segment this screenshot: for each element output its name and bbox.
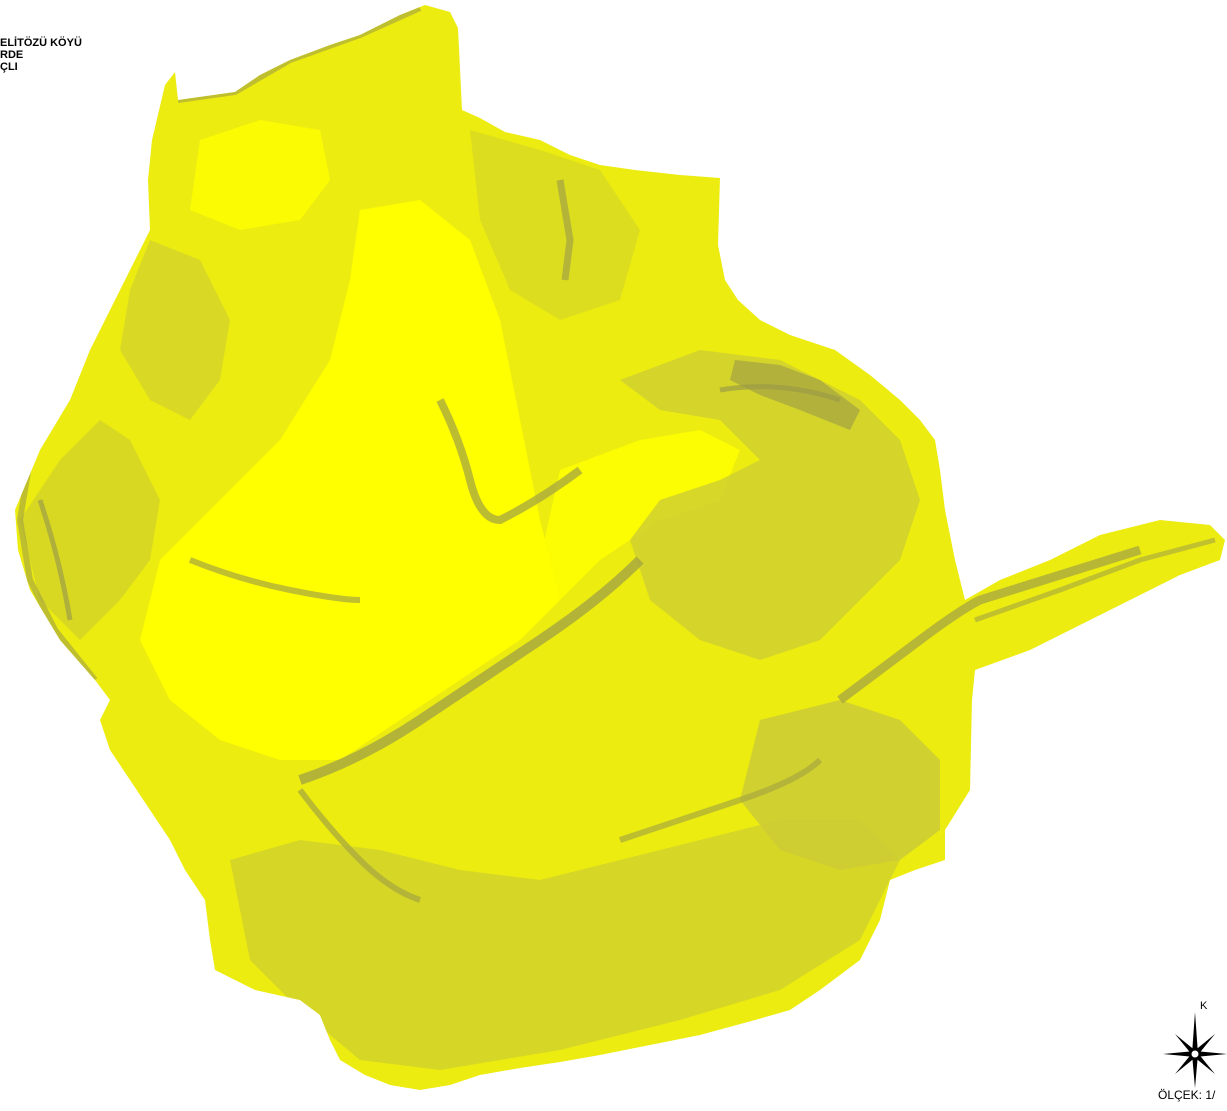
drainage-line-4 — [188, 557, 361, 603]
drainage-line-8 — [37, 499, 73, 621]
spur-strip-shadow — [974, 537, 1216, 623]
drainage-line-1 — [298, 556, 644, 785]
map-title-block: ELİTÖZÜ KÖYÜ RDE ÇLI — [0, 37, 82, 73]
map-title-line-1: ELİTÖZÜ KÖYÜ — [0, 37, 82, 49]
scale-label: ÖLÇEK: 1/ — [1158, 1088, 1216, 1102]
medium-zone-south — [230, 820, 900, 1070]
medium-zone-north — [470, 130, 640, 320]
bright-zone-central — [140, 200, 560, 760]
bright-zone-north — [190, 120, 330, 230]
medium-zone-northwest — [120, 240, 230, 420]
map-title-line-3: ÇLI — [0, 61, 18, 73]
bright-zone-east — [540, 430, 740, 600]
drainage-line-2 — [436, 398, 583, 525]
medium-zone-southeast — [740, 700, 940, 870]
drainage-line-5 — [837, 545, 1142, 704]
ridge-cluster — [730, 360, 860, 430]
drainage-line-6 — [297, 788, 421, 903]
edge-shadow-west — [16, 459, 98, 682]
medium-zone-west — [20, 420, 160, 640]
drainage-line-7 — [619, 757, 823, 843]
compass-rose-icon — [1163, 1012, 1227, 1088]
drainage-line-3 — [556, 179, 574, 281]
map-title-line-2: RDE — [0, 49, 24, 61]
north-label: K — [1200, 1000, 1208, 1012]
